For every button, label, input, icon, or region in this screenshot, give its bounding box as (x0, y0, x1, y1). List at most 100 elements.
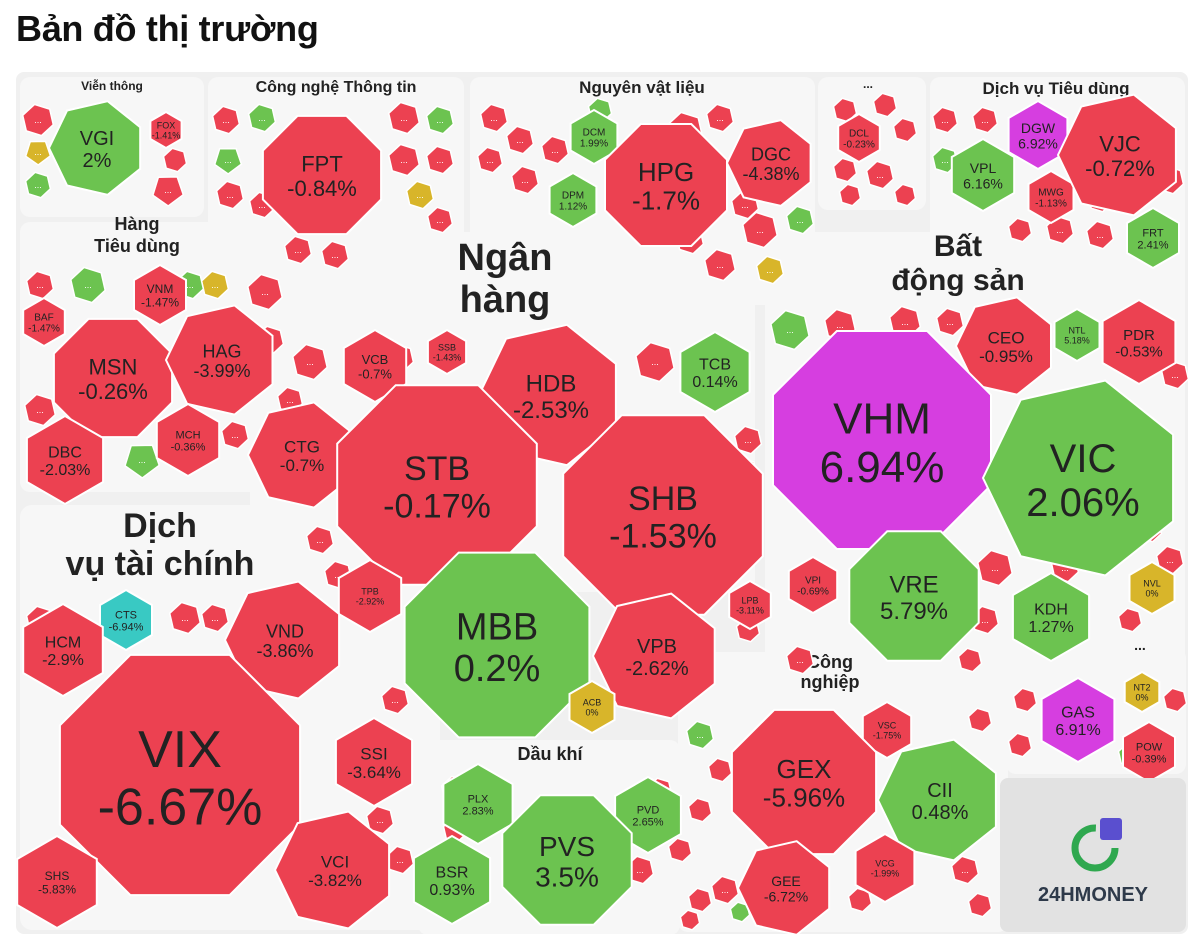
stock-tile-cts[interactable]: CTS-6.94% (99, 588, 153, 652)
stock-tile-pow[interactable]: POW-0.39% (1122, 720, 1176, 784)
minor-stock-tile[interactable] (687, 887, 713, 913)
minor-stock-tile[interactable] (707, 757, 733, 783)
minor-stock-tile[interactable] (838, 183, 862, 207)
stock-tile-vpb[interactable]: VPB-2.62% (591, 592, 716, 720)
minor-stock-tile[interactable]: ... (168, 601, 202, 635)
minor-stock-tile[interactable]: ... (24, 171, 52, 199)
stock-tile-vcg[interactable]: VCG-1.99% (854, 832, 916, 904)
minor-stock-tile[interactable]: ... (703, 248, 737, 282)
minor-stock-tile[interactable]: ... (505, 125, 535, 155)
minor-stock-tile[interactable] (832, 157, 858, 183)
minor-stock-tile[interactable]: ... (685, 720, 715, 750)
minor-stock-tile[interactable]: ... (387, 101, 421, 135)
minor-stock-tile[interactable]: ... (23, 393, 57, 427)
stock-tile-vnd[interactable]: VND-3.86% (223, 580, 341, 700)
minor-stock-tile[interactable]: ... (283, 235, 313, 265)
stock-tile-shs[interactable]: SHS-5.83% (16, 834, 98, 930)
minor-stock-tile[interactable] (667, 837, 693, 863)
minor-stock-tile[interactable]: ... (305, 525, 335, 555)
stock-tile-hag[interactable]: HAG-3.99% (164, 304, 274, 416)
stock-tile-ssi[interactable]: SSI-3.64% (334, 716, 414, 808)
minor-stock-tile[interactable]: ... (476, 146, 504, 174)
stock-tile-tpb[interactable]: TPB-2.92% (337, 558, 403, 634)
minor-stock-tile[interactable]: ... (246, 273, 284, 311)
minor-stock-tile[interactable]: ... (320, 240, 350, 270)
stock-tile-dgc[interactable]: DGC-4.38% (725, 119, 812, 207)
minor-stock-tile[interactable]: ... (540, 135, 570, 165)
minor-stock-tile[interactable]: ... (211, 105, 241, 135)
stock-tile-gex[interactable]: GEX-5.96% (730, 708, 878, 856)
minor-stock-tile[interactable]: ... (935, 307, 965, 337)
stock-tile-lpb[interactable]: LPB-3.11% (728, 579, 772, 631)
minor-stock-tile[interactable] (1162, 687, 1188, 713)
stock-tile-mch[interactable]: MCH-0.36% (155, 402, 221, 478)
stock-tile-dbc[interactable]: DBC-2.03% (25, 414, 105, 506)
minor-stock-tile[interactable] (1007, 217, 1033, 243)
stock-tile-hcm[interactable]: HCM-2.9% (22, 602, 104, 698)
minor-stock-tile[interactable]: ... (705, 103, 735, 133)
minor-stock-tile[interactable]: ... (1045, 215, 1075, 245)
stock-tile-msn[interactable]: MSN-0.26% (52, 317, 174, 439)
minor-stock-tile[interactable]: ... (21, 103, 55, 137)
minor-stock-tile[interactable]: ... (770, 309, 810, 351)
minor-stock-tile[interactable] (1117, 607, 1143, 633)
stock-tile-vix[interactable]: VIX-6.67% (58, 653, 302, 897)
minor-stock-tile[interactable] (1012, 687, 1038, 713)
stock-tile-vpi[interactable]: VPI-0.69% (787, 555, 839, 615)
minor-stock-tile[interactable]: ... (950, 855, 980, 885)
minor-stock-tile[interactable] (162, 147, 188, 173)
stock-tile-ceo[interactable]: CEO-0.95% (954, 296, 1052, 396)
stock-tile-shb[interactable]: SHB-1.53% (562, 414, 764, 616)
stock-tile-vnm[interactable]: VNM-1.47% (133, 263, 187, 327)
minor-stock-tile[interactable]: ... (865, 160, 895, 190)
minor-stock-tile[interactable]: ... (152, 176, 185, 207)
minor-stock-tile[interactable]: ... (971, 106, 999, 134)
minor-stock-tile[interactable]: ... (785, 205, 815, 235)
minor-stock-tile[interactable]: ... (635, 341, 675, 383)
minor-stock-tile[interactable]: ... (405, 180, 435, 210)
stock-tile-ctg[interactable]: CTG-0.7% (246, 401, 352, 509)
minor-stock-tile[interactable] (679, 909, 701, 931)
minor-stock-tile[interactable]: ... (213, 147, 243, 175)
stock-tile-hpg[interactable]: HPG-1.7% (604, 123, 728, 247)
minor-stock-tile[interactable] (872, 92, 898, 118)
stock-tile-vcb[interactable]: VCB-0.7% (342, 328, 408, 404)
minor-stock-tile[interactable]: ... (425, 145, 455, 175)
minor-stock-tile[interactable]: ... (365, 805, 395, 835)
minor-stock-tile[interactable]: ... (976, 549, 1014, 587)
minor-stock-tile[interactable]: ... (755, 255, 785, 285)
minor-stock-tile[interactable]: ... (785, 645, 815, 675)
stock-tile-ssb[interactable]: SSB-1.43% (426, 328, 468, 376)
minor-stock-tile[interactable]: ... (200, 603, 230, 633)
minor-stock-tile[interactable]: ... (387, 143, 421, 177)
minor-stock-tile[interactable]: ... (291, 343, 329, 381)
minor-stock-tile[interactable] (967, 892, 993, 918)
minor-stock-tile[interactable]: ... (426, 206, 454, 234)
minor-stock-tile[interactable]: ... (1085, 220, 1115, 250)
minor-stock-tile[interactable]: ... (741, 211, 779, 249)
minor-stock-tile[interactable]: ... (220, 420, 250, 450)
minor-stock-tile[interactable] (957, 647, 983, 673)
minor-stock-tile[interactable]: ... (69, 266, 107, 304)
minor-stock-tile[interactable] (892, 117, 918, 143)
minor-stock-tile[interactable]: ... (931, 106, 959, 134)
stock-tile-pdr[interactable]: PDR-0.53% (1101, 298, 1177, 386)
